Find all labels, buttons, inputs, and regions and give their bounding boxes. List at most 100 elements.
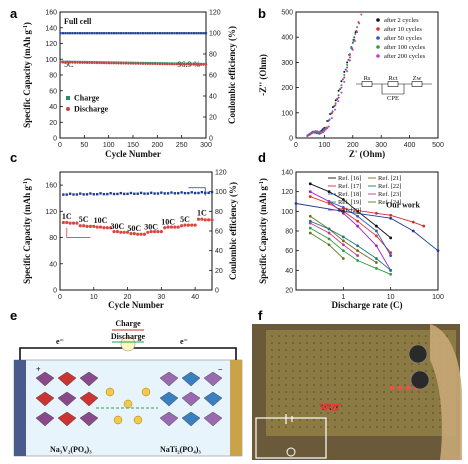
data-point — [389, 251, 393, 255]
data-point — [176, 225, 180, 229]
board-hole — [383, 356, 385, 358]
data-point — [312, 131, 315, 134]
data-point — [202, 63, 205, 66]
board-hole — [383, 412, 385, 414]
series-line — [309, 222, 358, 256]
data-point — [308, 231, 312, 235]
data-point — [411, 229, 415, 233]
data-point — [122, 192, 126, 196]
board-hole — [355, 363, 357, 365]
data-point — [144, 62, 147, 65]
data-point — [173, 225, 177, 229]
data-point — [71, 221, 76, 225]
board-hole — [278, 405, 280, 407]
board-hole — [348, 370, 350, 372]
board-hole — [369, 426, 371, 428]
data-point — [389, 268, 393, 272]
data-point — [141, 32, 145, 35]
board-hole — [306, 426, 308, 428]
y-tick-label: 0 — [53, 136, 57, 143]
board-hole — [355, 356, 357, 358]
x-tick-label: 100 — [432, 294, 444, 301]
data-point — [200, 32, 203, 35]
data-point — [83, 32, 86, 35]
legend-marker — [66, 96, 70, 100]
board-hole — [292, 377, 294, 379]
data-point — [119, 191, 122, 195]
y2-tick-label: 0 — [215, 288, 219, 295]
board-hole — [320, 342, 322, 344]
board-hole — [390, 377, 392, 379]
board-hole — [411, 342, 413, 344]
board-hole — [334, 377, 336, 379]
data-point — [389, 236, 393, 240]
data-point — [95, 61, 99, 65]
board-hole — [397, 405, 399, 407]
data-point — [126, 192, 129, 196]
data-point — [389, 216, 393, 220]
board-hole — [306, 412, 308, 414]
x-tick-label: 250 — [176, 142, 188, 149]
data-point — [411, 220, 415, 224]
data-point — [73, 32, 77, 35]
data-point — [75, 221, 79, 225]
x-tick-label: 100 — [103, 142, 115, 149]
data-point — [196, 217, 201, 221]
series-line — [309, 191, 392, 271]
board-hole — [348, 349, 350, 351]
board-hole — [271, 342, 273, 344]
data-point — [61, 220, 65, 225]
plus-sign: + — [36, 365, 41, 374]
board-hole — [439, 419, 441, 421]
board-hole — [306, 335, 308, 337]
polyhedron — [79, 411, 99, 427]
board-hole — [432, 412, 434, 414]
y2-tick-label: 80 — [209, 52, 217, 59]
board-hole — [383, 419, 385, 421]
data-point — [175, 32, 178, 35]
board-hole — [306, 370, 308, 372]
board-hole — [313, 426, 315, 428]
board-hole — [320, 391, 322, 393]
board-hole — [327, 349, 329, 351]
data-point — [339, 88, 342, 91]
board-hole — [369, 377, 371, 379]
board-hole — [292, 412, 294, 414]
board-hole — [425, 335, 427, 337]
data-point — [340, 84, 343, 87]
y-tick-label: 160 — [45, 183, 57, 190]
polyhedron — [79, 371, 99, 387]
data-point — [341, 257, 345, 260]
board-hole — [334, 419, 336, 421]
data-point — [83, 61, 86, 64]
y-tick-label: 200 — [281, 85, 293, 92]
board-hole — [397, 377, 399, 379]
data-point — [166, 32, 169, 35]
data-point — [81, 32, 84, 35]
data-point — [340, 86, 343, 89]
board-hole — [341, 384, 343, 386]
board-hole — [404, 391, 406, 393]
board-hole — [397, 412, 399, 414]
plot-frame — [295, 171, 439, 291]
board-hole — [390, 363, 392, 365]
board-hole — [383, 384, 385, 386]
board-hole — [383, 405, 385, 407]
board-hole — [390, 398, 392, 400]
board-hole — [306, 405, 308, 407]
board-hole — [341, 398, 343, 400]
board-hole — [439, 426, 441, 428]
board-hole — [390, 412, 392, 414]
board-hole — [299, 426, 301, 428]
data-point — [190, 32, 193, 35]
board-hole — [397, 370, 399, 372]
bulb-icon — [120, 336, 136, 352]
y-tick-label: 100 — [45, 57, 57, 64]
board-hole — [404, 342, 406, 344]
data-point — [308, 226, 312, 230]
x-tick-label: 50 — [80, 142, 88, 149]
board-hole — [411, 370, 413, 372]
x-tick-label: 200 — [151, 142, 163, 149]
data-point — [136, 232, 140, 236]
board-hole — [390, 356, 392, 358]
